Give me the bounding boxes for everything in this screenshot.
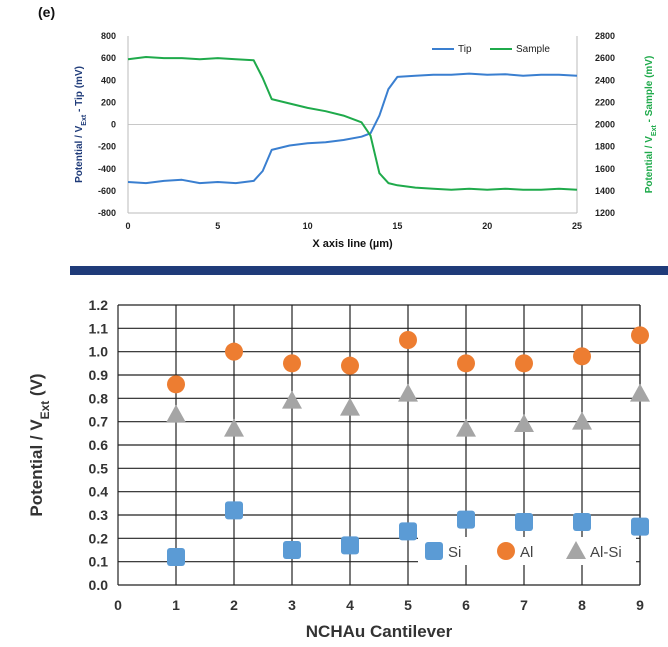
point-al-si [282,390,302,409]
left-tick-label: 200 [101,97,116,107]
right-tick-label: 1600 [595,164,615,174]
top-line-chart: 8006004002000-200-400-600-80028002600240… [74,31,658,250]
x-axis-label: X axis line (µm) [312,238,393,250]
left-tick-label: 400 [101,75,116,85]
x-tick-label: 5 [215,221,220,231]
y-tick-label: 0.3 [89,507,109,523]
point-si [573,513,591,531]
legend-box [418,537,636,565]
x-tick-label: 20 [482,221,492,231]
series-line-tip [127,72,578,185]
y-axis-label: Potential / VExt (V) [27,373,52,516]
bottom-scatter-chart: 1.2 1.1 1.0 0.9 0.8 0.7 0.6 0.5 0.4 0.3 0.2 0.1 0.0 0… [27,297,650,641]
point-al-si [514,414,534,432]
right-tick-label: 2000 [595,120,615,130]
x-tick-label: 5 [404,597,412,613]
point-al-si [572,411,592,430]
y-tick-label: 0.2 [89,530,109,546]
x-tick-label: 8 [578,597,586,613]
x-tick-label: 6 [462,597,470,613]
point-si [515,513,533,531]
left-tick-label: -200 [98,142,116,152]
x-tick-label: 4 [346,597,354,613]
x-tick-label: 9 [636,597,644,613]
right-axis-label: Potential / VExt - Sample (mV) [644,56,658,194]
series-line-sample [127,56,578,191]
legend-marker-si [425,542,443,560]
left-tick-label: -400 [98,164,116,174]
point-si [631,517,649,536]
point-al [573,347,591,366]
legend-marker-al [497,542,515,560]
x-tick-label: 3 [288,597,296,613]
y-tick-label: 0.8 [89,390,109,406]
legend-label-al: Al [520,544,533,561]
y-tick-label: 1.2 [89,297,109,313]
y-tick-label: 1.0 [89,344,109,360]
point-si [225,501,243,520]
point-si [283,541,301,559]
point-al [631,326,649,345]
legend-label-tip: Tip [458,44,472,55]
x-tick-label: 1 [172,597,180,613]
x-tick-label: 0 [125,221,130,231]
y-tick-label: 0.1 [89,554,109,570]
left-tick-label: -800 [98,208,116,218]
point-si [399,522,417,541]
left-tick-label: 800 [101,31,116,41]
y-tick-label: 0.5 [89,460,109,476]
point-al [457,354,475,373]
point-al-si [398,383,418,402]
y-tick-label: 0.7 [89,414,109,430]
point-al [225,342,243,361]
panel-label: (e) [38,4,56,20]
y-tick-label: 0.0 [89,577,109,593]
point-al [167,375,185,394]
y-tick-label: 1.1 [89,320,109,336]
left-tick-label: 0 [111,120,116,130]
point-si [457,510,475,529]
x-tick-label: 25 [572,221,582,231]
left-axis-label: Potential / VExt - Tip (mV) [74,66,88,183]
right-tick-label: 1800 [595,142,615,152]
point-al [341,356,359,375]
left-tick-label: 600 [101,53,116,63]
legend-marker-al-si [566,541,586,559]
point-al-si [166,404,186,423]
y-tick-label: 0.6 [89,437,109,453]
x-tick-label: 15 [392,221,402,231]
point-si [341,536,359,555]
point-al [515,354,533,373]
right-tick-label: 1200 [595,208,615,218]
legend-label-si: Si [448,544,461,561]
point-al-si [224,418,244,437]
x-tick-label: 7 [520,597,528,613]
x-tick-label: 0 [114,597,122,613]
right-tick-label: 2400 [595,75,615,85]
panel-divider [70,266,668,275]
point-al-si [630,383,650,402]
y-tick-label: 0.4 [89,484,109,500]
x-tick-label: 2 [230,597,238,613]
right-tick-label: 1400 [595,186,615,196]
point-al-si [340,397,360,416]
right-tick-label: 2200 [595,97,615,107]
x-tick-label: 10 [303,221,313,231]
point-al-si [456,418,476,437]
point-si [167,548,185,566]
point-al [399,331,417,349]
right-tick-label: 2600 [595,53,615,63]
right-tick-label: 2800 [595,31,615,41]
legend-label-sample: Sample [516,44,550,55]
point-al [283,354,301,373]
left-tick-label: -600 [98,186,116,196]
y-tick-label: 0.9 [89,367,109,383]
legend-label-al-si: Al-Si [590,544,622,561]
x-axis-label: NCHAu Cantilever [306,622,453,641]
